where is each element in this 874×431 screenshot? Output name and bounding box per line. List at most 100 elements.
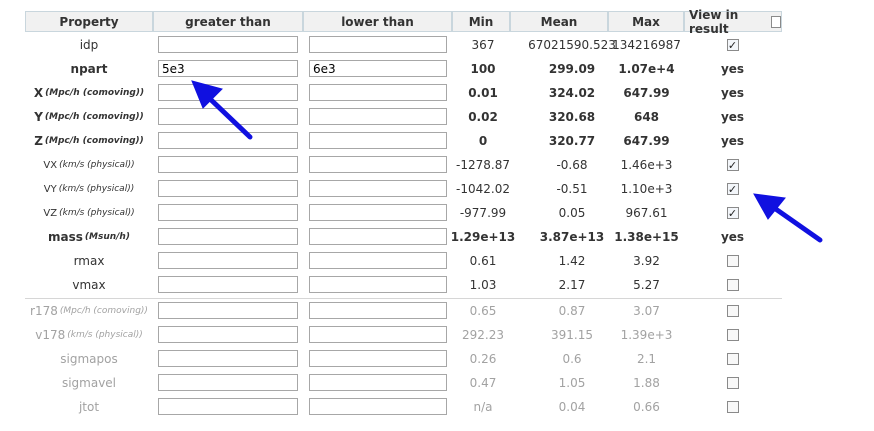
property-unit: (km/s (physical))	[59, 208, 135, 218]
table-row: VZ (km/s (physical)) -977.99 0.05 967.61 ✓	[25, 201, 782, 225]
table-row: npart 100 299.09 1.07e+4 yes	[25, 57, 782, 81]
view-in-result-yes: yes	[720, 62, 745, 76]
max-value: 1.10e+3	[620, 182, 673, 196]
min-value: 0.47	[469, 376, 497, 390]
lower-than-input[interactable]	[309, 180, 447, 197]
property-name: v178	[35, 328, 66, 342]
greater-than-input[interactable]	[158, 36, 298, 53]
property-name: npart	[70, 62, 108, 76]
view-in-result-checkbox[interactable]	[726, 329, 739, 341]
lower-than-input[interactable]	[309, 132, 447, 149]
lower-than-input[interactable]	[309, 36, 447, 53]
lower-than-input[interactable]	[309, 156, 447, 173]
view-in-result-checkbox[interactable]	[726, 353, 739, 365]
property-name-cell: sigmavel	[25, 371, 153, 395]
property-unit: (Msun/h)	[84, 232, 130, 242]
min-value: 0.02	[468, 110, 498, 124]
table-row: r178 (Mpc/h (comoving)) 0.65 0.87 3.07	[25, 299, 782, 323]
view-in-result-checkbox[interactable]	[726, 305, 739, 317]
lower-than-input[interactable]	[309, 398, 447, 415]
property-name: sigmapos	[60, 352, 118, 366]
greater-than-input[interactable]	[158, 180, 298, 197]
lower-than-input[interactable]	[309, 276, 447, 293]
property-name-cell: npart	[25, 57, 153, 81]
property-name: VY	[43, 183, 57, 195]
header-mean: Mean	[510, 11, 608, 32]
property-unit: (Mpc/h (comoving))	[45, 88, 145, 98]
lower-than-input[interactable]	[309, 228, 447, 245]
property-name-cell: sigmapos	[25, 347, 153, 371]
mean-value: 0.6	[562, 352, 582, 366]
view-in-result-checkbox[interactable]	[726, 377, 739, 389]
greater-than-input[interactable]	[158, 302, 298, 319]
property-unit: (Mpc/h (comoving))	[44, 112, 144, 122]
view-in-result-checkbox[interactable]: ✓	[726, 183, 739, 195]
view-in-result-cell	[685, 347, 780, 371]
view-in-result-checkbox[interactable]	[726, 401, 739, 413]
view-in-result-checkbox[interactable]: ✓	[726, 159, 739, 171]
mean-value: 299.09	[548, 62, 596, 76]
greater-than-input[interactable]	[158, 204, 298, 221]
min-value: 367	[471, 38, 495, 52]
property-name-cell: idp	[25, 33, 153, 57]
greater-than-input[interactable]	[158, 350, 298, 367]
view-in-result-checkbox[interactable]	[726, 255, 739, 267]
view-in-result-checkbox[interactable]: ✓	[726, 207, 739, 219]
view-in-result-cell	[685, 299, 780, 323]
view-in-result-checkbox[interactable]	[726, 279, 739, 291]
greater-than-input[interactable]	[158, 60, 298, 77]
lower-than-input[interactable]	[309, 252, 447, 269]
view-in-result-checkbox[interactable]: ✓	[726, 39, 739, 51]
view-in-result-cell: ✓	[685, 33, 780, 57]
table-row: sigmavel 0.47 1.05 1.88	[25, 371, 782, 395]
property-name-cell: VZ (km/s (physical))	[25, 201, 153, 225]
greater-than-input[interactable]	[158, 132, 298, 149]
max-value: 647.99	[623, 134, 670, 148]
max-value: 2.1	[636, 352, 657, 366]
select-all-checkbox[interactable]	[770, 15, 781, 28]
min-value: 100	[470, 62, 496, 76]
mean-value: 0.05	[558, 206, 586, 220]
greater-than-input[interactable]	[158, 228, 298, 245]
header-greater-than: greater than	[153, 11, 303, 32]
lower-than-input[interactable]	[309, 374, 447, 391]
greater-than-input[interactable]	[158, 252, 298, 269]
max-value: 1.38e+15	[614, 230, 679, 244]
lower-than-input[interactable]	[309, 108, 447, 125]
group-divider	[25, 298, 782, 299]
lower-than-input[interactable]	[309, 302, 447, 319]
mean-value: 324.02	[548, 86, 596, 100]
max-value: 967.61	[625, 206, 668, 220]
property-name-cell: VY (km/s (physical))	[25, 177, 153, 201]
greater-than-input[interactable]	[158, 398, 298, 415]
property-name-cell: X (Mpc/h (comoving))	[25, 81, 153, 105]
greater-than-input[interactable]	[158, 84, 298, 101]
lower-than-input[interactable]	[309, 84, 447, 101]
max-value: 3.07	[633, 304, 660, 318]
max-value: 1.46e+3	[620, 158, 673, 172]
table-row: VY (km/s (physical)) -1042.02 -0.51 1.10e+3 ✓	[25, 177, 782, 201]
lower-than-input[interactable]	[309, 60, 447, 77]
property-unit: (Mpc/h (comoving))	[59, 306, 148, 316]
lower-than-input[interactable]	[309, 326, 447, 343]
max-value: 647.99	[623, 86, 670, 100]
lower-than-input[interactable]	[309, 350, 447, 367]
greater-than-input[interactable]	[158, 108, 298, 125]
property-name-cell: mass (Msun/h)	[25, 225, 153, 249]
mean-value: 67021590.523	[528, 38, 616, 52]
table-row: sigmapos 0.26 0.6 2.1	[25, 347, 782, 371]
property-name: jtot	[78, 400, 100, 414]
max-value: 5.27	[633, 278, 660, 292]
property-unit: (km/s (physical))	[58, 184, 135, 194]
greater-than-input[interactable]	[158, 276, 298, 293]
header-view-in-result-label: View in result	[689, 7, 739, 36]
property-name: rmax	[73, 254, 105, 268]
lower-than-input[interactable]	[309, 204, 447, 221]
view-in-result-cell	[685, 395, 780, 419]
greater-than-input[interactable]	[158, 374, 298, 391]
greater-than-input[interactable]	[158, 156, 298, 173]
greater-than-input[interactable]	[158, 326, 298, 343]
mean-value: 3.87e+13	[539, 230, 605, 244]
max-value: 134216987	[612, 38, 681, 52]
mean-value: 0.87	[558, 304, 586, 318]
